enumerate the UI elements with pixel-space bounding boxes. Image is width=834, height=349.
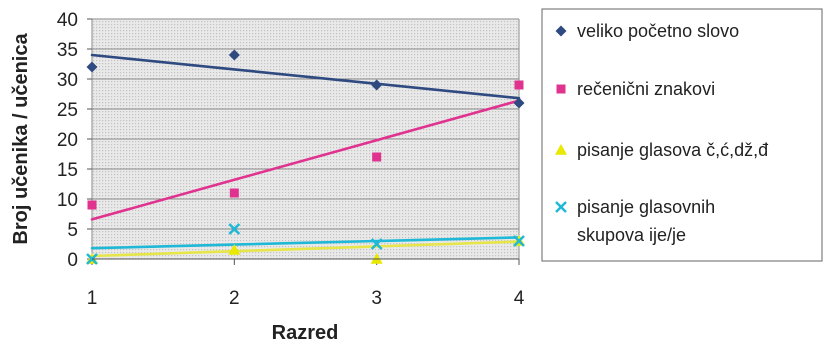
data-point-series-2 [370, 253, 383, 264]
x-tick-label: 4 [514, 288, 525, 309]
legend-marker-3 [555, 201, 567, 213]
y-tick-label: 30 [57, 70, 78, 91]
marker-stroke [228, 223, 241, 235]
trendlines [90, 53, 521, 258]
legend-label: skupova ije/je [577, 225, 686, 245]
legend-marker-0 [555, 25, 567, 37]
data-point-series-1 [229, 188, 239, 198]
marker-stroke [555, 201, 567, 213]
legend-label: pisanje glasovnih [577, 197, 715, 217]
data-point-series-0 [228, 49, 240, 61]
legend-label: rečenični znakovi [577, 79, 715, 99]
data-point-series-0 [86, 61, 98, 73]
data-point-series-0 [513, 97, 525, 109]
y-tick-label: 5 [67, 220, 78, 241]
y-axis-title: Broj učenika / učenica [10, 33, 32, 245]
y-tick-label: 15 [57, 160, 78, 181]
data-point-series-1 [87, 200, 97, 210]
data-point-series-3 [370, 238, 383, 250]
data-point-series-3 [513, 235, 525, 247]
legend-box [541, 8, 823, 262]
marker-stroke [513, 235, 525, 247]
data-point-series-3 [228, 223, 241, 235]
marker-stroke [370, 238, 383, 250]
y-tick-label: 0 [67, 250, 78, 271]
legend-marker-2 [555, 144, 567, 155]
x-tick-label: 1 [87, 288, 98, 309]
legend-marker-1 [556, 84, 566, 94]
trendline-series-3 [90, 236, 521, 250]
trendline-series-1 [90, 99, 521, 221]
x-axis-ticks: 1 2 3 4 [87, 259, 525, 309]
x-axis-title: Razred [272, 322, 339, 344]
y-tick-label: 35 [57, 40, 78, 61]
y-tick-label: 40 [57, 10, 78, 31]
trendline-series-2 [90, 240, 521, 258]
x-tick-label: 2 [229, 288, 240, 309]
legend-label: veliko početno slovo [577, 21, 739, 41]
data-point-series-1 [372, 152, 382, 162]
legend-label: pisanje glasova č,ć,dž,đ [577, 140, 768, 160]
y-tick-label: 25 [57, 100, 78, 121]
data-point-series-0 [371, 79, 383, 91]
y-tick-label: 20 [57, 130, 78, 151]
y-tick-label: 10 [57, 190, 78, 211]
legend: veliko početno slovo rečenični znakovi pis… [555, 21, 768, 245]
data-markers [86, 49, 525, 265]
x-tick-label: 3 [371, 288, 382, 309]
y-axis-ticks: 0 5 10 15 20 25 30 35 40 [57, 10, 92, 271]
trendline-series-0 [90, 53, 521, 100]
data-point-series-1 [514, 80, 524, 90]
data-point-series-2 [228, 244, 241, 255]
